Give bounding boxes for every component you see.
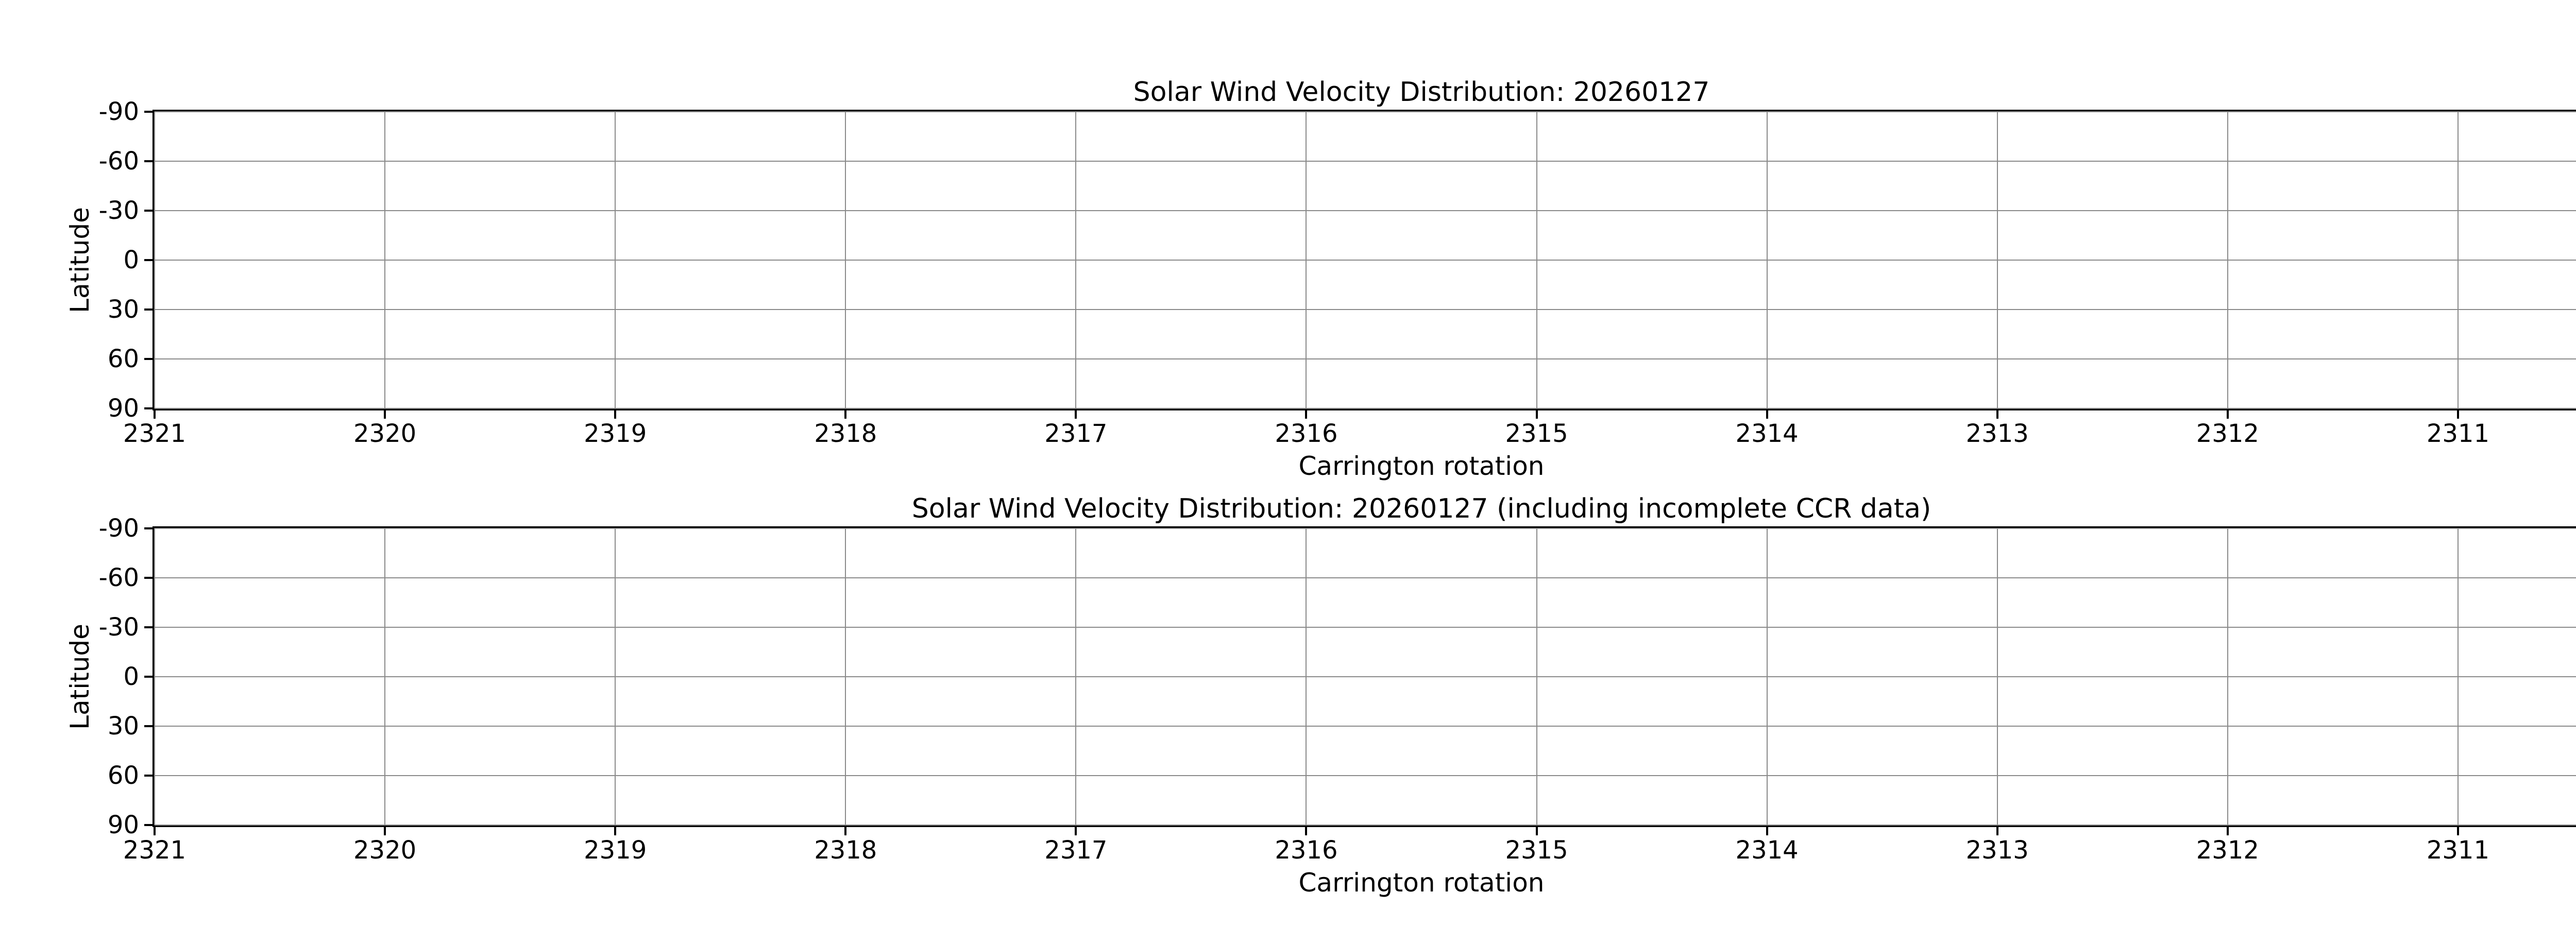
plot1-x-tick-label-2318: 2318 <box>814 419 877 448</box>
plot2-title: Solar Wind Velocity Distribution: 202601… <box>911 493 1931 524</box>
plot1-y-tickmark--30 <box>144 210 152 212</box>
plot1-gridline-y--90 <box>155 111 2576 112</box>
plot2-x-tick-label-2319: 2319 <box>584 836 647 865</box>
plot2-x-tick-label-2318: 2318 <box>814 836 877 865</box>
plot1-x-tick-label-2315: 2315 <box>1505 419 1568 448</box>
plot2-x-tickmark-2314 <box>1766 827 1768 835</box>
plot1-x-tick-label-2317: 2317 <box>1044 419 1108 448</box>
plot2-x-tickmark-2313 <box>1996 827 1998 835</box>
plot1-gridline-y-60 <box>155 358 2576 359</box>
plot2-x-tick-label-2315: 2315 <box>1505 836 1568 865</box>
plot1-gridline-y-30 <box>155 309 2576 310</box>
plot2-x-tickmark-2319 <box>614 827 617 835</box>
plot2-x-tickmark-2312 <box>2226 827 2229 835</box>
plot2-y-tickmark--30 <box>144 626 152 628</box>
plot1-x-tick-label-2314: 2314 <box>1735 419 1799 448</box>
plot1-x-tickmark-2313 <box>1996 410 1998 419</box>
plot1-y-tick-label--30: -30 <box>98 196 139 225</box>
plot1-x-tickmark-2318 <box>844 410 847 419</box>
plot1-x-tick-label-2313: 2313 <box>1965 419 2029 448</box>
plot1-x-tickmark-2317 <box>1075 410 1077 419</box>
plot1-y-tick-label-30: 30 <box>107 295 139 324</box>
plot1-x-tick-label-2320: 2320 <box>353 419 417 448</box>
plot2-y-tickmark--90 <box>144 527 152 529</box>
plot2-gridline-y--30 <box>155 627 2576 628</box>
plot2-x-tick-label-2314: 2314 <box>1735 836 1799 865</box>
plot2-gridline-y--90 <box>155 528 2576 529</box>
plot2-x-tick-label-2321: 2321 <box>123 836 187 865</box>
plot2-gridline-y-90 <box>155 825 2576 826</box>
plot2-x-tickmark-2316 <box>1305 827 1308 835</box>
plot2-x-tick-label-2313: 2313 <box>1965 836 2029 865</box>
plot1-x-tickmark-2316 <box>1305 410 1308 419</box>
plot1-x-tick-label-2311: 2311 <box>2426 419 2489 448</box>
plot1-y-tick-label-60: 60 <box>107 345 139 373</box>
plot2-y-tickmark-0 <box>144 676 152 678</box>
plot2-y-tick-label--60: -60 <box>98 563 139 592</box>
plot1-y-tick-label-0: 0 <box>123 246 139 274</box>
plot1-y-tickmark-60 <box>144 358 152 360</box>
plot1-x-tickmark-2319 <box>614 410 617 419</box>
plot1-y-tick-label--90: -90 <box>98 97 139 126</box>
plot2-x-tickmark-2320 <box>384 827 386 835</box>
plot2-x-tickmark-2315 <box>1535 827 1538 835</box>
plot2-gridline-y-0 <box>155 676 2576 677</box>
plot2-x-axis-label: Carrington rotation <box>1298 868 1545 898</box>
plot1-gridline-y--60 <box>155 161 2576 162</box>
plot2-x-tickmark-2317 <box>1075 827 1077 835</box>
plot1-y-tickmark--90 <box>144 111 152 113</box>
plot1-x-axis-label: Carrington rotation <box>1298 451 1545 481</box>
plot2-y-tick-label-90: 90 <box>107 811 139 839</box>
plot1-x-tickmark-2314 <box>1766 410 1768 419</box>
plot1-x-tick-label-2316: 2316 <box>1275 419 1338 448</box>
plot1-x-tick-label-2319: 2319 <box>584 419 647 448</box>
plot1-x-tick-label-2312: 2312 <box>2196 419 2259 448</box>
plot1-title: Solar Wind Velocity Distribution: 202601… <box>1133 77 1710 108</box>
plot1-x-tickmark-2320 <box>384 410 386 419</box>
plot2-axes-area <box>152 526 2576 827</box>
plot2-y-tickmark--60 <box>144 577 152 579</box>
plot2-x-tick-label-2311: 2311 <box>2426 836 2489 865</box>
plot1-y-tickmark-90 <box>144 407 152 409</box>
plot2-y-tickmark-60 <box>144 775 152 777</box>
plot2-gridline-y-30 <box>155 726 2576 727</box>
plot2-x-tick-label-2317: 2317 <box>1044 836 1108 865</box>
plot1-y-tickmark-0 <box>144 259 152 261</box>
plot2-gridline-y--60 <box>155 577 2576 578</box>
plot1-y-tickmark--60 <box>144 160 152 162</box>
plot2-y-tick-label--30: -30 <box>98 613 139 642</box>
plot1-gridline-y--30 <box>155 210 2576 211</box>
plot1-y-tickmark-30 <box>144 308 152 311</box>
plot1-x-tickmark-2315 <box>1535 410 1538 419</box>
plot1-axes-area <box>152 110 2576 410</box>
plot1-x-tickmark-2311 <box>2456 410 2459 419</box>
plot2-x-tick-label-2320: 2320 <box>353 836 417 865</box>
plot1-x-tickmark-2312 <box>2226 410 2229 419</box>
plot2-y-tickmark-30 <box>144 725 152 727</box>
plot1-gridline-y-0 <box>155 260 2576 261</box>
plot2-x-tick-label-2316: 2316 <box>1275 836 1338 865</box>
plot2-gridline-y-60 <box>155 775 2576 776</box>
plot1-x-tick-label-2321: 2321 <box>123 419 187 448</box>
plot2-y-tick-label-0: 0 <box>123 662 139 691</box>
plot2-x-tickmark-2321 <box>154 827 156 835</box>
plot1-y-tick-label-90: 90 <box>107 394 139 423</box>
plot2-y-tick-label--90: -90 <box>98 514 139 543</box>
plot1-y-tick-label--60: -60 <box>98 147 139 176</box>
plot2-y-tick-label-60: 60 <box>107 761 139 790</box>
plot1-gridline-y-90 <box>155 408 2576 409</box>
plot2-y-tick-label-30: 30 <box>107 712 139 741</box>
plot2-x-tickmark-2311 <box>2456 827 2459 835</box>
plot2-y-tickmark-90 <box>144 824 152 826</box>
plot1-x-tickmark-2321 <box>154 410 156 419</box>
plot2-x-tickmark-2318 <box>844 827 847 835</box>
plot2-x-tick-label-2312: 2312 <box>2196 836 2259 865</box>
